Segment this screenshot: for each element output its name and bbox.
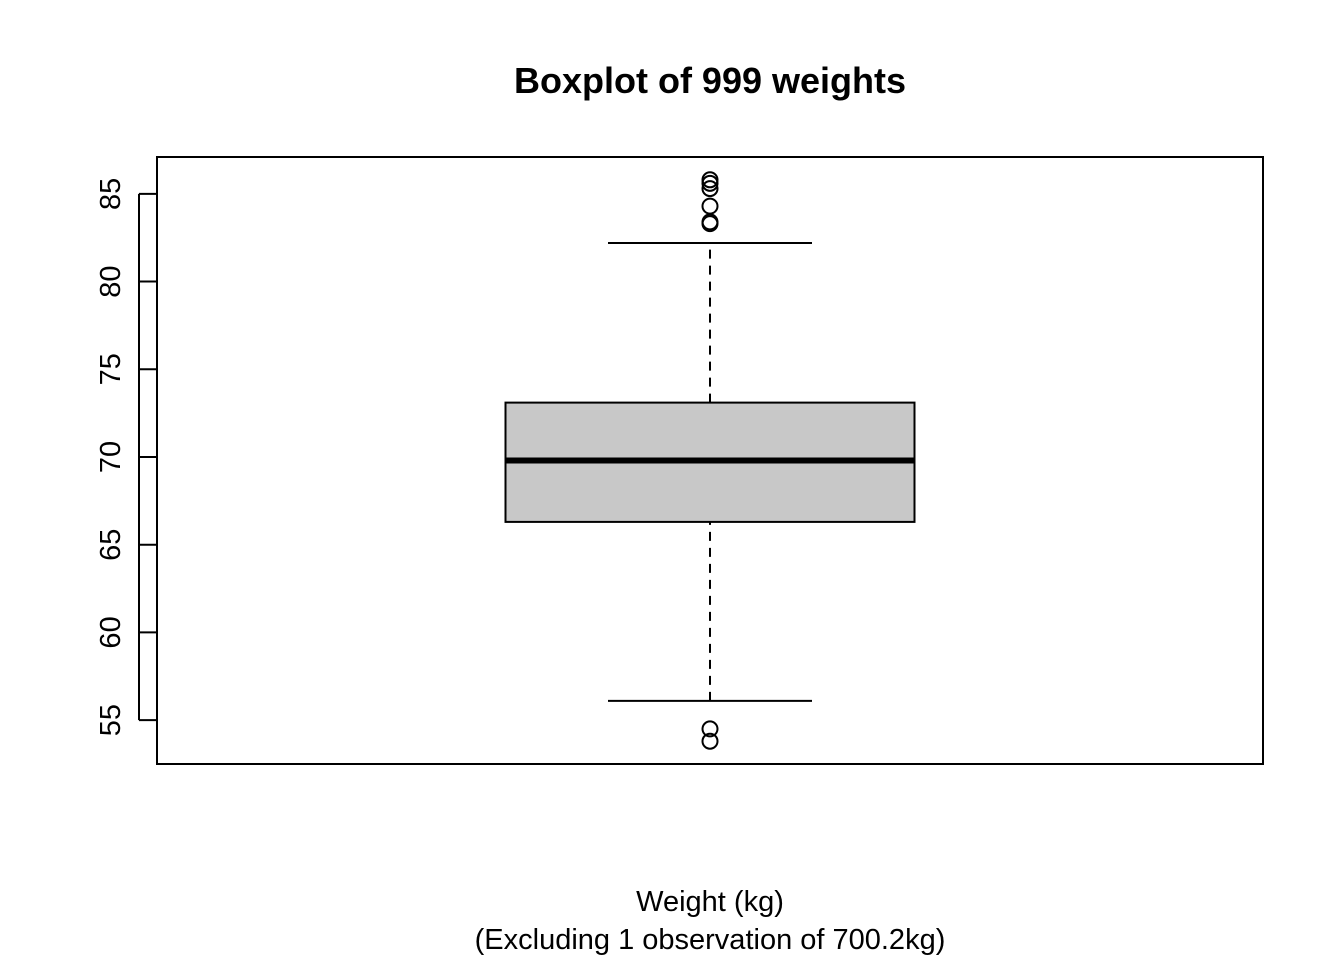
box-group — [504, 171, 916, 750]
x-axis-note: (Excluding 1 observation of 700.2kg) — [475, 924, 946, 956]
y-axis: 55 60 65 70 75 80 85 — [95, 178, 157, 736]
chart-title: Boxplot of 999 weights — [514, 60, 906, 101]
x-axis-label: Weight (kg) — [636, 886, 784, 918]
outlier-point — [701, 732, 719, 750]
y-tick-label: 80 — [95, 265, 127, 297]
y-tick-label: 85 — [95, 178, 127, 210]
outlier-point — [701, 720, 719, 738]
y-tick-label: 60 — [95, 616, 127, 648]
y-tick-label: 65 — [95, 529, 127, 561]
y-tick-label: 70 — [95, 441, 127, 473]
outlier-point — [701, 171, 719, 189]
plot-frame — [156, 156, 1264, 765]
outlier-point — [701, 180, 719, 198]
y-tick-label: 75 — [95, 353, 127, 385]
y-tick-label: 55 — [95, 704, 127, 736]
outlier-point — [701, 197, 719, 215]
